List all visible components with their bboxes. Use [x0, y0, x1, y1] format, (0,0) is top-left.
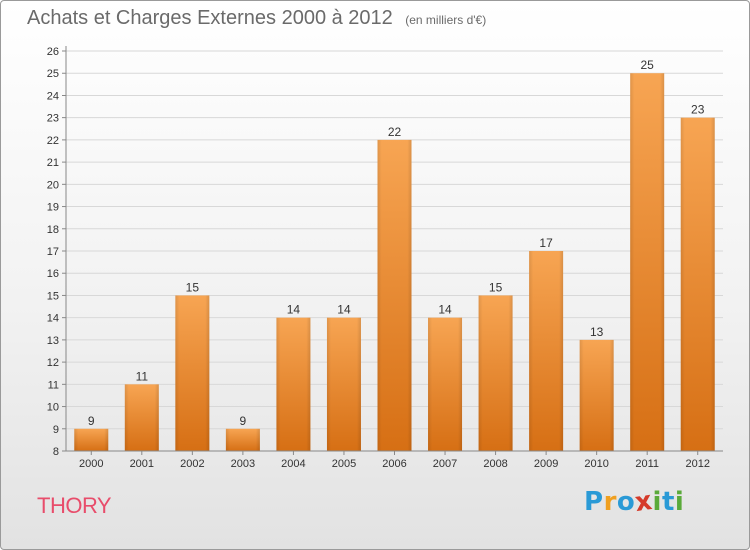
bar-shade — [74, 428, 109, 451]
x-tick-label: 2002 — [180, 458, 204, 470]
data-label: 11 — [136, 369, 149, 383]
bar-shade — [326, 317, 361, 451]
y-tick-label: 12 — [47, 357, 59, 369]
y-tick-label: 14 — [47, 313, 59, 325]
logo-letter: i — [652, 487, 662, 517]
y-tick-label: 26 — [47, 46, 59, 58]
data-label: 15 — [186, 280, 200, 294]
x-tick-label: 2007 — [433, 458, 457, 470]
unit-text: (en milliers d'€) — [405, 13, 487, 27]
y-axis-ticks: 8 9 10 11 12 13 14 15 16 17 18 19 20 21 22 23 24 25 26 — [47, 46, 66, 458]
logo-letter: x — [633, 485, 655, 519]
commune-name: THORY — [37, 493, 112, 518]
y-tick-label: 15 — [47, 290, 59, 302]
bar-shade — [175, 295, 210, 451]
x-tick-label: 2005 — [332, 458, 356, 470]
x-tick-label: 2010 — [584, 458, 608, 470]
title-text: Achats et Charges Externes 2000 à 2012 — [27, 7, 393, 29]
bar-shade — [377, 139, 412, 451]
y-tick-label: 13 — [47, 335, 59, 347]
bar-shade — [225, 428, 260, 451]
y-tick-label: 11 — [48, 379, 59, 391]
bar-shade — [579, 339, 614, 451]
data-label: 14 — [287, 303, 301, 317]
data-labels: 9 11 15 9 14 14 22 14 15 17 13 25 23 — [88, 58, 705, 428]
bar-shade — [630, 73, 665, 451]
x-tick-label: 2004 — [281, 458, 305, 470]
logo-letter: t — [661, 487, 675, 517]
y-tick-label: 19 — [47, 202, 59, 214]
x-tick-label: 2001 — [130, 458, 154, 470]
y-tick-label: 24 — [47, 90, 59, 102]
data-label: 15 — [489, 280, 503, 294]
data-label: 17 — [539, 236, 553, 250]
y-tick-label: 10 — [47, 402, 59, 414]
chart-title: Achats et Charges Externes 2000 à 2012 (… — [27, 7, 486, 30]
x-tick-label: 2000 — [79, 458, 103, 470]
x-axis-ticks: 2000 2001 2002 2003 2004 2005 2006 2007 2008 2009… — [79, 451, 710, 470]
data-label: 23 — [691, 103, 705, 117]
data-label: 25 — [641, 58, 655, 72]
data-label: 14 — [337, 303, 351, 317]
x-tick-label: 2009 — [534, 458, 558, 470]
bar-shade — [124, 384, 159, 451]
logo-letter: i — [674, 487, 685, 517]
bar-shade — [276, 317, 311, 451]
x-tick-label: 2011 — [635, 458, 659, 470]
logo-letter: r — [603, 487, 617, 517]
x-tick-label: 2008 — [483, 458, 507, 470]
y-tick-label: 9 — [53, 424, 59, 436]
proxiti-logo[interactable]: Proxiti — [584, 485, 685, 519]
y-tick-label: 16 — [47, 268, 59, 280]
logo-letter: P — [584, 487, 604, 517]
x-tick-label: 2003 — [231, 458, 255, 470]
data-label: 14 — [438, 303, 452, 317]
y-tick-label: 20 — [47, 179, 59, 191]
logo-letter: o — [616, 487, 636, 517]
data-label: 22 — [388, 125, 402, 139]
bar-shade — [680, 117, 715, 452]
bar-shade — [428, 317, 463, 451]
y-tick-label: 25 — [47, 68, 59, 80]
data-label: 9 — [240, 414, 247, 428]
x-tick-label: 2006 — [382, 458, 406, 470]
y-tick-label: 17 — [47, 246, 59, 258]
y-tick-label: 23 — [47, 113, 59, 125]
bar-shade — [529, 251, 564, 451]
bars — [74, 73, 715, 452]
y-tick-label: 22 — [47, 135, 59, 147]
y-tick-label: 21 — [47, 157, 59, 169]
y-tick-label: 18 — [47, 224, 59, 236]
bar-shade — [478, 295, 513, 451]
x-tick-label: 2012 — [685, 458, 709, 470]
data-label: 9 — [88, 414, 95, 428]
y-tick-label: 8 — [53, 446, 59, 458]
data-label: 13 — [590, 325, 604, 339]
